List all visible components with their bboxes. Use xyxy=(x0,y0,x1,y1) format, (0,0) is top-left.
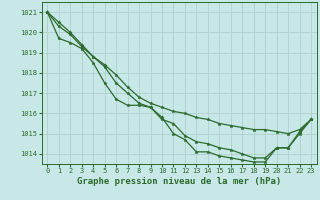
X-axis label: Graphe pression niveau de la mer (hPa): Graphe pression niveau de la mer (hPa) xyxy=(77,177,281,186)
